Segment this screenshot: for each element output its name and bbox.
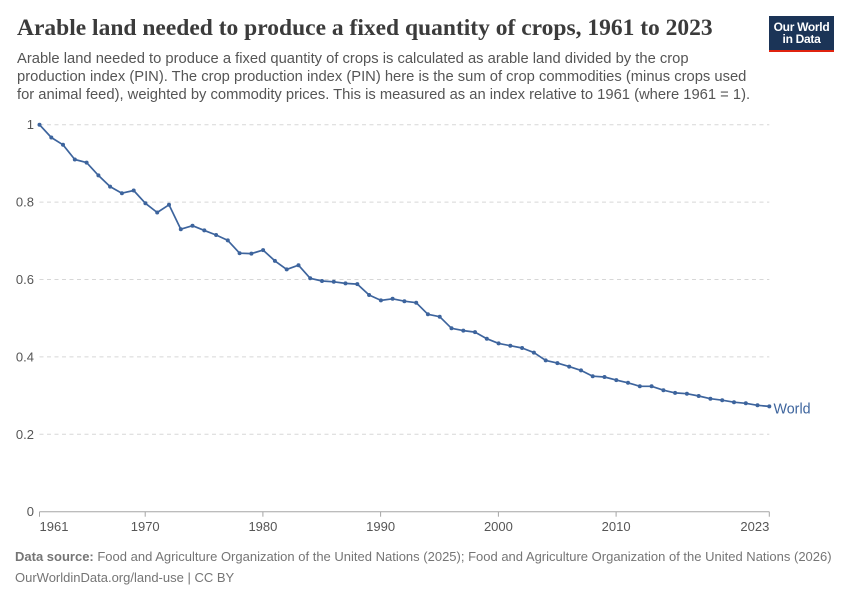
svg-text:1980: 1980: [248, 519, 277, 534]
svg-text:2010: 2010: [602, 519, 631, 534]
svg-text:1970: 1970: [131, 519, 160, 534]
svg-text:0.2: 0.2: [16, 427, 34, 442]
svg-text:1961: 1961: [40, 519, 69, 534]
svg-text:World: World: [774, 402, 811, 418]
svg-text:0: 0: [27, 504, 34, 519]
svg-text:2023: 2023: [740, 519, 769, 534]
svg-text:0.6: 0.6: [16, 272, 34, 287]
svg-text:0.4: 0.4: [16, 349, 34, 364]
svg-text:0.8: 0.8: [16, 195, 34, 210]
svg-text:2000: 2000: [484, 519, 513, 534]
svg-text:1: 1: [27, 117, 34, 132]
svg-text:1990: 1990: [366, 519, 395, 534]
